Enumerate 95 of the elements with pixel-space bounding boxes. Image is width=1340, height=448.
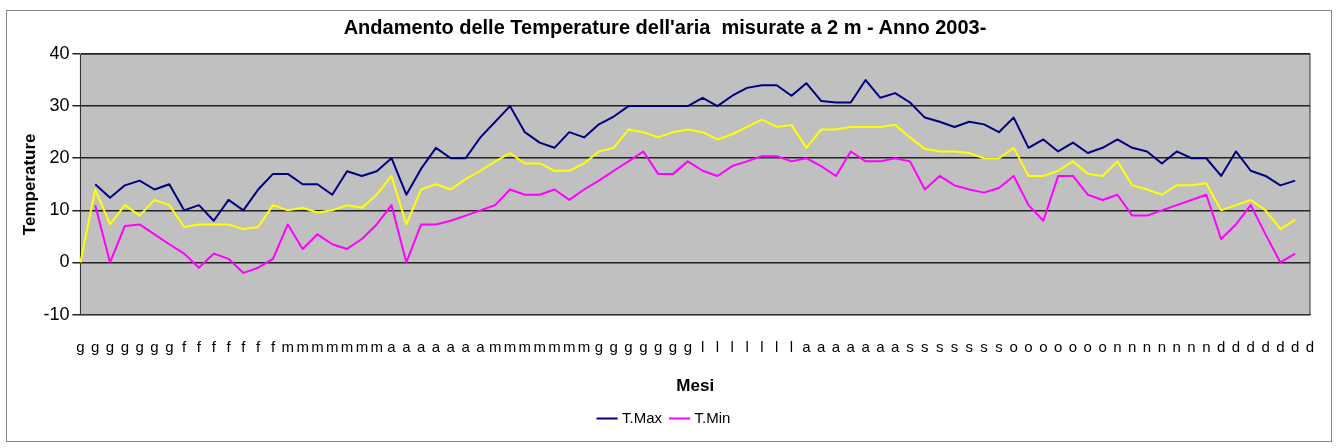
x-tick-label: g	[654, 337, 663, 355]
x-tick-label: f	[226, 337, 232, 355]
x-tick-label: s	[935, 337, 944, 355]
x-tick-label: a	[431, 337, 441, 355]
x-tick-label: n	[1172, 337, 1181, 355]
x-tick-label: f	[270, 337, 276, 355]
x-tick-label: m	[296, 337, 309, 355]
y-tick-label: -10	[43, 303, 70, 324]
x-tick-label: g	[609, 337, 618, 355]
x-tick-label: d	[1305, 337, 1315, 355]
x-tick-label: n	[1142, 337, 1152, 355]
x-tick-label: s	[921, 337, 929, 355]
x-tick-label: n	[1157, 337, 1167, 355]
x-tick-label: l	[730, 337, 734, 355]
x-tick-label: a	[476, 337, 486, 355]
x-tick-label: l	[715, 337, 720, 355]
x-tick-label: a	[387, 337, 397, 355]
chart-title: Andamento delle Temperature dell'aria misurate a 2 m - Anno 2003-	[343, 15, 987, 38]
x-tick-label: a	[402, 337, 412, 355]
x-tick-label: g	[135, 337, 144, 355]
x-tick-label: g	[150, 337, 159, 355]
x-tick-label: g	[120, 337, 130, 355]
x-tick-label: g	[76, 337, 85, 355]
y-tick-label: 40	[49, 42, 70, 63]
x-tick-label: f	[211, 337, 217, 355]
x-tick-label: d	[1216, 337, 1226, 355]
x-tick-label: a	[416, 337, 426, 355]
x-tick-label: g	[105, 337, 115, 355]
x-tick-label: m	[326, 337, 339, 355]
x-tick-label: s	[906, 337, 914, 355]
x-tick-label: m	[340, 337, 354, 355]
x-tick-label: d	[1276, 337, 1285, 355]
x-tick-label: f	[256, 337, 262, 355]
x-tick-label: m	[355, 337, 369, 355]
x-tick-label: g	[683, 337, 692, 355]
x-tick-label: o	[1024, 337, 1033, 355]
x-axis-title: Mesi	[676, 376, 715, 396]
x-tick-label: g	[165, 337, 174, 355]
x-tick-label: d	[1261, 337, 1270, 355]
x-tick-label: a	[876, 337, 886, 355]
x-tick-label: n	[1187, 337, 1196, 355]
x-tick-label: a	[831, 337, 841, 355]
x-tick-label: l	[775, 337, 779, 355]
x-tick-label: f	[241, 337, 247, 355]
x-tick-label: m	[488, 337, 502, 355]
x-tick-label: g	[594, 337, 604, 355]
x-tick-label: d	[1231, 337, 1241, 355]
x-tick-label: g	[668, 337, 678, 355]
x-tick-label: d	[1291, 337, 1300, 355]
x-tick-label: a	[802, 337, 812, 355]
x-tick-label: a	[446, 337, 456, 355]
x-tick-label: s	[950, 337, 959, 355]
x-tick-label: l	[789, 337, 794, 355]
x-tick-label: l	[700, 337, 705, 355]
x-tick-label: g	[624, 337, 633, 355]
x-tick-label: g	[91, 337, 100, 355]
x-tick-label: m	[548, 337, 561, 355]
legend-label: T.Max	[622, 408, 663, 426]
x-tick-label: m	[533, 337, 546, 355]
x-tick-label: a	[861, 337, 871, 355]
x-tick-label: l	[760, 337, 764, 355]
x-tick-label: o	[1053, 337, 1063, 355]
x-tick-label: g	[639, 337, 648, 355]
legend-label: T.Min	[694, 408, 731, 426]
x-tick-label: o	[1009, 337, 1018, 355]
x-tick-label: d	[1246, 337, 1255, 355]
x-tick-label: m	[518, 337, 532, 355]
x-tick-label: s	[965, 337, 974, 355]
x-tick-label: o	[1068, 337, 1078, 355]
y-tick-label: 10	[49, 199, 70, 220]
x-tick-label: a	[891, 337, 901, 355]
y-tick-label: 0	[59, 251, 70, 272]
x-tick-label: m	[503, 337, 517, 355]
x-tick-label: s	[980, 337, 988, 355]
x-tick-label: f	[196, 337, 202, 355]
x-tick-label: n	[1128, 337, 1137, 355]
x-tick-label: a	[461, 337, 471, 355]
x-tick-label: m	[370, 337, 383, 355]
x-tick-label: m	[563, 337, 576, 355]
x-tick-label: m	[577, 337, 591, 355]
x-tick-label: n	[1113, 337, 1122, 355]
x-tick-label: l	[745, 337, 749, 355]
y-tick-label: 20	[49, 147, 70, 168]
x-tick-label: a	[816, 337, 826, 355]
x-tick-label: s	[995, 337, 1003, 355]
x-tick-label: a	[846, 337, 856, 355]
x-tick-label: m	[281, 337, 295, 355]
x-tick-label: n	[1202, 337, 1211, 355]
y-tick-label: 30	[49, 95, 70, 116]
x-tick-label: m	[311, 337, 324, 355]
x-tick-label: o	[1039, 337, 1048, 355]
x-tick-label: o	[1098, 337, 1107, 355]
x-tick-label: o	[1083, 337, 1092, 355]
x-tick-label: f	[182, 337, 188, 355]
y-axis-title: Temperature	[19, 133, 39, 236]
